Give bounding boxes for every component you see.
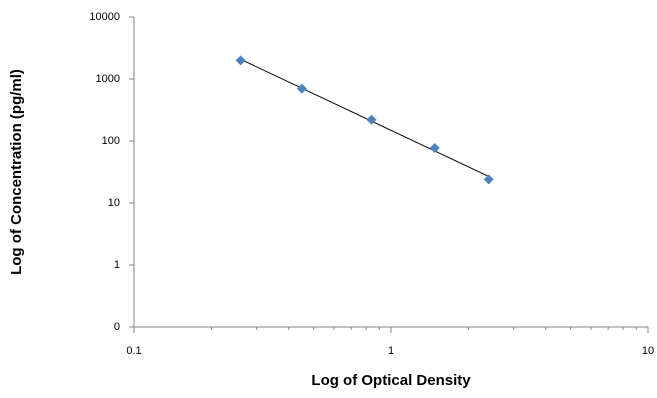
point	[235, 55, 246, 66]
y-tick-label: 1000	[96, 73, 120, 85]
y-tick-label: 10000	[89, 11, 120, 23]
point	[429, 143, 440, 154]
x-axis-title: Log of Optical Density	[311, 372, 471, 389]
point	[296, 83, 307, 94]
y-tick-label: 100	[102, 135, 120, 147]
y-tick-label: 0	[114, 321, 120, 333]
y-axis-title: Log of Concentration (pg/ml)	[8, 69, 25, 275]
x-tick-label: 1	[388, 345, 394, 357]
x-tick-label: 0.1	[126, 345, 141, 357]
trendline	[240, 58, 489, 177]
x-tick-label: 10	[642, 345, 654, 357]
point	[483, 174, 494, 185]
point	[366, 114, 377, 125]
y-tick-label: 1	[114, 259, 120, 271]
y-tick-label: 10	[108, 197, 120, 209]
